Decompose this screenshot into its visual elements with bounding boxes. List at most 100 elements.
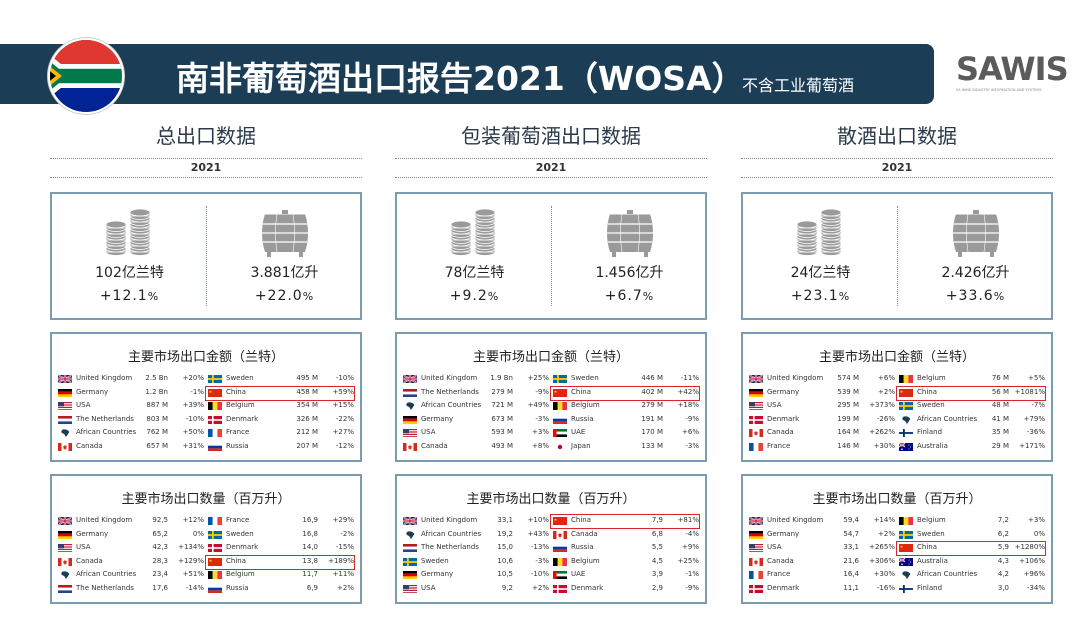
market-growth: -34% [1026, 583, 1045, 592]
market-value: 33,1 [843, 543, 859, 552]
market-row: Russia 6,9 +2% [208, 582, 356, 596]
market-growth: -9% [685, 414, 699, 423]
market-value: 1.2 Bn [145, 387, 168, 396]
value-summary: 78亿兰特 +9.2% [397, 194, 552, 318]
market-growth: 0% [192, 529, 204, 538]
volume-markets-title: 主要市场出口数量（百万升） [466, 492, 636, 507]
usa-flag-icon [58, 544, 72, 553]
market-name: Belgium [571, 401, 600, 410]
column-year: 2021 [741, 158, 1053, 178]
usa-flag-icon [749, 544, 763, 553]
japan-flag-icon [553, 442, 567, 451]
volume-markets-card: 主要市场出口数量（百万升） United Kingdom 59,4 +14% G… [741, 474, 1053, 604]
barrel-icon [598, 208, 662, 258]
market-row: The Netherlands 15,0 -13% [403, 541, 551, 555]
market-name: France [767, 441, 791, 450]
market-name: United Kingdom [767, 516, 824, 524]
market-name: China [226, 387, 246, 396]
market-name: The Netherlands [76, 583, 134, 592]
market-value: 7,9 [651, 516, 663, 524]
volume-summary: 1.456亿升 +6.7% [552, 194, 707, 318]
denmark-flag-icon [208, 415, 222, 424]
china-flag-icon [208, 557, 222, 566]
germany-flag-icon [58, 388, 72, 397]
market-value: 59,4 [843, 516, 859, 524]
market-name: Canada [76, 441, 103, 450]
market-value: 14,0 [302, 543, 318, 552]
market-row: USA 593 M +3% [403, 426, 551, 440]
volume-amount: 2.426亿升 [941, 265, 1010, 281]
market-value: 35 M [991, 428, 1009, 437]
value-amount: 102亿兰特 [95, 265, 164, 281]
market-growth: +129% [178, 556, 204, 565]
market-row: Denmark 326 M -22% [208, 413, 356, 427]
market-name: Sweden [917, 401, 945, 410]
market-name: United Kingdom [421, 516, 478, 524]
market-value: 2,9 [651, 583, 663, 592]
market-name: China [571, 516, 591, 524]
netherlands-flag-icon [403, 388, 417, 397]
netherlands-flag-icon [403, 544, 417, 553]
market-value: 41 M [991, 414, 1009, 423]
market-name: Germany [767, 529, 800, 538]
volume-summary: 3.881亿升 +22.0% [207, 194, 362, 318]
sweden-flag-icon [208, 375, 222, 383]
market-name: China [917, 387, 937, 396]
australia-flag-icon [899, 557, 913, 566]
volume-markets-card: 主要市场出口数量（百万升） United Kingdom 92,5 +12% G… [50, 474, 362, 604]
germany-flag-icon [749, 530, 763, 539]
market-growth: +134% [178, 543, 204, 552]
market-value: 54,7 [843, 529, 859, 538]
market-name: France [226, 428, 250, 437]
coins-icon [789, 208, 853, 258]
value-markets-title: 主要市场出口金额（兰特） [818, 350, 975, 365]
market-row: Sweden 48 M -7% [899, 399, 1047, 413]
market-growth: +2% [337, 583, 354, 592]
market-name: African Countries [917, 414, 978, 423]
barrel-icon [944, 208, 1008, 258]
market-value: 10,6 [497, 556, 513, 565]
market-growth: +8% [532, 441, 549, 450]
canada-flag-icon [58, 442, 72, 451]
market-name: Sweden [917, 529, 945, 538]
africa-flag-icon [61, 429, 70, 438]
column-title: 散酒出口数据 [837, 124, 957, 148]
market-row: Sweden 446 M -11% [553, 372, 701, 386]
belgium-flag-icon [208, 571, 222, 580]
market-row: USA 9,2 +2% [403, 582, 551, 596]
market-value: 23,4 [152, 570, 168, 579]
market-growth: +15% [332, 401, 354, 410]
market-row: Sweden 495 M -10% [208, 372, 356, 386]
market-row: Belgium 4,5 +25% [553, 555, 701, 569]
summary-divider [206, 206, 207, 306]
market-value: 191 M [641, 414, 663, 423]
market-growth: +25% [677, 556, 699, 565]
market-growth: +79% [1023, 414, 1045, 423]
africa-flag-icon [406, 402, 415, 410]
africa-flag-icon [61, 571, 70, 580]
market-value: 29 M [991, 441, 1009, 450]
sweden-flag-icon [553, 375, 567, 383]
market-row: United Kingdom 574 M +6% [749, 372, 897, 386]
market-growth: +51% [182, 570, 204, 579]
market-value: 493 M [491, 441, 513, 450]
denmark-flag-icon [208, 544, 222, 553]
market-row: Denmark 199 M -26% [749, 413, 897, 427]
value-summary: 24亿兰特 +23.1% [743, 194, 898, 318]
summary-divider [551, 206, 552, 306]
value-markets-title: 主要市场出口金额（兰特） [127, 350, 284, 365]
market-name: France [226, 516, 250, 524]
market-growth: +42% [677, 387, 699, 396]
uk-flag-icon [749, 375, 763, 383]
market-row: African Countries 4,2 +96% [899, 568, 1047, 582]
market-name: Australia [917, 441, 948, 450]
value-markets-card: 主要市场出口金额（兰特） United Kingdom 574 M +6% Ge… [741, 332, 1053, 462]
uae-flag-icon [553, 429, 567, 438]
market-value: 13,8 [302, 556, 318, 565]
volume-markets-title: 主要市场出口数量（百万升） [812, 492, 982, 507]
market-name: Germany [421, 414, 454, 423]
belgium-flag-icon [899, 517, 913, 525]
sweden-flag-icon [899, 530, 913, 539]
market-growth: +96% [1023, 570, 1045, 579]
market-name: Belgium [917, 374, 946, 382]
